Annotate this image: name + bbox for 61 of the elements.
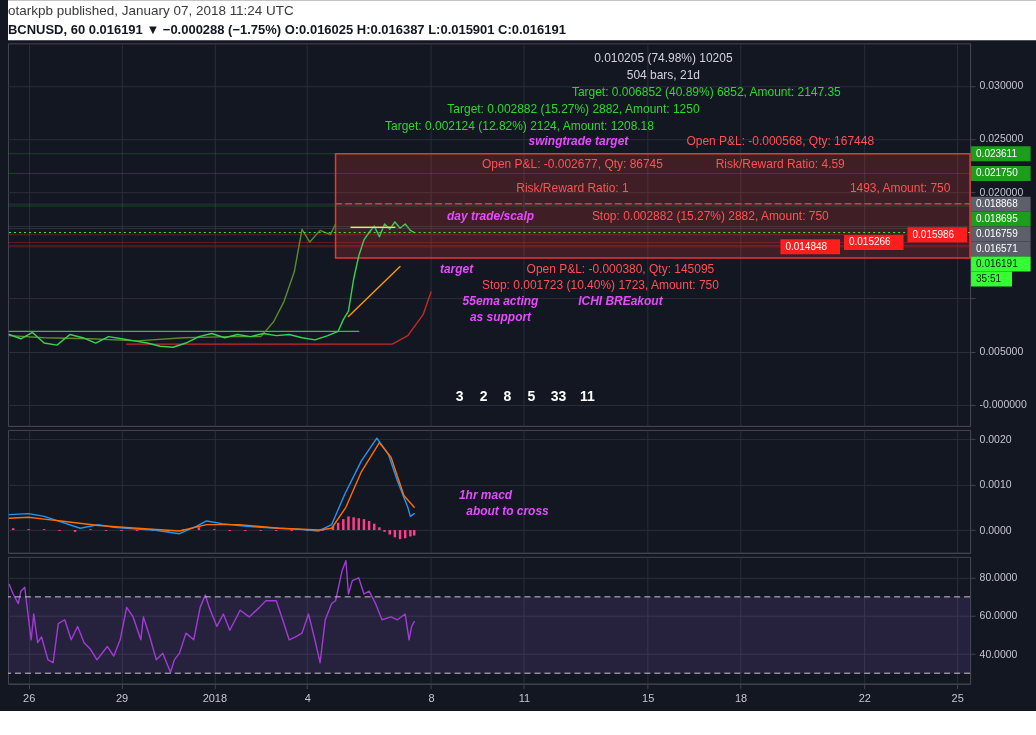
annotation: 3 [455,387,464,404]
annotation: 1hr macd [458,487,513,502]
y-tick-label: 0.020000 [979,186,1024,198]
annotation: Open P&L: -0.002677, Qty: 86745 [481,156,664,171]
annotation: 55ema acting [462,293,540,308]
annotation: Open P&L: -0.000380, Qty: 145095 [526,261,715,276]
annotation: about to cross [466,503,550,518]
ref-line-label: 0.016759 [976,228,1019,240]
x-tick-label: 26 [23,692,36,705]
annotation: swingtrade target [528,134,630,149]
y-tick-label: -0.000000 [979,399,1027,411]
annotation: target [439,261,475,276]
x-tick-label: 22 [858,692,871,705]
annotation: 504 bars, 21d [626,68,700,83]
x-tick-label: 18 [734,692,748,705]
ref-line-label: 0.014848 [785,240,828,252]
x-tick-label: 15 [642,692,655,705]
y-tick-label: 0.0020 [979,433,1012,445]
x-tick-label: 2018 [202,692,228,705]
annotation: Target: 0.002124 (12.82%) 2124, Amount: 1208.18 [385,119,655,134]
annotation: Target: 0.002882 (15.27%) 2882, Amount: 1250 [447,102,700,117]
annotation: 11 [580,387,596,404]
ref-line-label: 0.016571 [976,243,1019,255]
chart-subtitle: BCNUSD, 60 0.016191 ▼ −0.000288 (−1.75%) O:0.016025 H:0.016387 L:0.015901 C:0.016191 [7,22,566,38]
y-tick-label: 0.030000 [979,80,1024,92]
ref-line-label: 0.023611 [976,147,1018,159]
text: 35:51 [976,273,1002,285]
x-tick-label: 4 [304,692,311,705]
y-tick-label: 80.0000 [979,572,1018,584]
annotation: Risk/Reward Ratio: 1 [516,181,629,196]
ref-line-label: 0.015986 [912,228,955,240]
ref-line-label: 0.018695 [976,213,1019,225]
y-tick-label: 0.025000 [979,133,1024,145]
ref-line-label: 0.018868 [976,198,1019,210]
annotation: 5 [527,387,536,404]
annotation: 2 [479,387,488,404]
annotation: 0.010205 (74.98%) 10205 [594,51,733,66]
ref-line-label: 0.016191 [976,258,1019,270]
y-tick-label: 60.0000 [979,610,1018,622]
chart-title: otarkpb published, January 07, 2018 11:24 UTC [7,3,295,19]
ref-line-label: 0.015266 [848,236,892,248]
y-tick-label: 0.0010 [979,479,1012,491]
annotation: day trade/scalp [446,209,535,224]
annotation: Risk/Reward Ratio: 4.59 [715,156,846,171]
y-tick-label: 40.0000 [979,648,1018,660]
ref-line-label: 0.021750 [976,167,1019,179]
annotation: ICHI BREakout [578,293,664,308]
x-tick-label: 11 [518,692,531,705]
y-tick-label: 0.0000 [979,524,1012,536]
annotation: 8 [503,387,512,404]
annotation: 33 [550,387,567,404]
annotation: as support [469,309,533,324]
annotation: Stop: 0.001723 (10.40%) 1723, Amount: 750 [481,277,720,292]
annotation: Open P&L: -0.000568, Qty: 167448 [686,134,875,149]
annotation: 1493, Amount: 750 [849,181,951,196]
y-tick-label: 0.005000 [979,346,1024,358]
annotation: Target: 0.006852 (40.89%) 6852, Amount: 2147.35 [571,85,842,100]
x-tick-label: 25 [951,692,964,705]
x-tick-label: 29 [115,692,129,705]
annotation: Stop: 0.002882 (15.27%) 2882, Amount: 750 [591,209,830,224]
x-tick-label: 8 [428,692,435,705]
